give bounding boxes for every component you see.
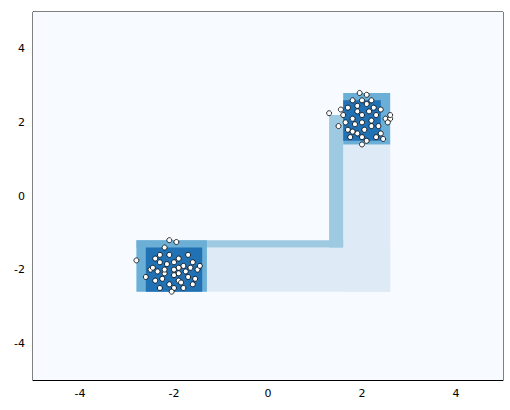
svg-text:-4: -4 — [75, 387, 86, 400]
svg-text:0: 0 — [265, 387, 272, 400]
svg-text:2: 2 — [359, 387, 366, 400]
svg-text:2: 2 — [18, 116, 25, 129]
svg-text:-2: -2 — [169, 387, 180, 400]
svg-text:0: 0 — [18, 190, 25, 203]
svg-text:-2: -2 — [14, 263, 25, 276]
svg-text:-4: -4 — [14, 337, 25, 350]
svg-text:4: 4 — [18, 42, 25, 55]
svg-text:4: 4 — [453, 387, 460, 400]
